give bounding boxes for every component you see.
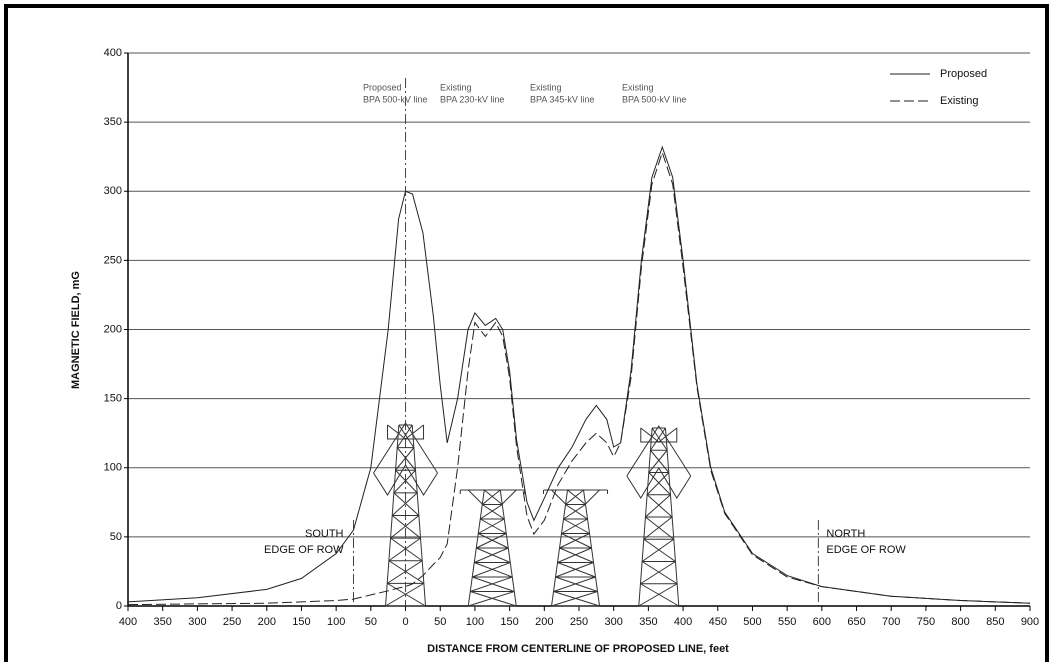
y-tick-label: 400 — [104, 47, 122, 59]
x-tick-label: 350 — [639, 616, 657, 628]
x-tick-label: 300 — [605, 616, 623, 628]
legend-label: Proposed — [940, 68, 987, 80]
row-edge-label: EDGE OF ROW — [826, 544, 906, 556]
row-edge-label: SOUTH — [305, 528, 344, 540]
x-tick-label: 900 — [1021, 616, 1039, 628]
x-tick-label: 50 — [434, 616, 446, 628]
page: DISTANCE FROM CENTERLINE OF PROPOSED LIN… — [0, 0, 1052, 662]
tower-label: BPA 500-kV line — [363, 94, 427, 104]
x-axis-label: DISTANCE FROM CENTERLINE OF PROPOSED LIN… — [427, 643, 729, 655]
x-tick-label: 100 — [466, 616, 484, 628]
x-tick-label: 100 — [327, 616, 345, 628]
tower-label: Existing — [530, 82, 562, 92]
tower-label: Existing — [440, 82, 472, 92]
x-tick-label: 400 — [119, 616, 137, 628]
x-tick-label: 850 — [986, 616, 1004, 628]
tower-label: BPA 345-kV line — [530, 94, 594, 104]
x-tick-label: 250 — [223, 616, 241, 628]
x-tick-label: 50 — [365, 616, 377, 628]
tower-label: Existing — [622, 82, 654, 92]
tower-label: Proposed — [363, 82, 402, 92]
x-tick-label: 600 — [813, 616, 831, 628]
x-tick-label: 550 — [778, 616, 796, 628]
background — [0, 0, 1052, 662]
y-tick-label: 300 — [104, 185, 122, 197]
y-tick-label: 0 — [116, 600, 122, 612]
y-tick-label: 50 — [110, 531, 122, 543]
x-tick-label: 200 — [258, 616, 276, 628]
y-axis-label: MAGNETIC FIELD, mG — [70, 271, 82, 389]
row-edge-label: NORTH — [826, 528, 865, 540]
x-tick-label: 150 — [292, 616, 310, 628]
legend-label: Existing — [940, 95, 979, 107]
x-tick-label: 200 — [535, 616, 553, 628]
y-tick-label: 200 — [104, 323, 122, 335]
y-tick-label: 250 — [104, 254, 122, 266]
x-tick-label: 650 — [847, 616, 865, 628]
row-edge-label: EDGE OF ROW — [264, 544, 344, 556]
y-tick-label: 100 — [104, 462, 122, 474]
x-tick-label: 150 — [500, 616, 518, 628]
chart: DISTANCE FROM CENTERLINE OF PROPOSED LIN… — [0, 0, 1052, 662]
x-tick-label: 500 — [743, 616, 761, 628]
x-tick-label: 450 — [709, 616, 727, 628]
y-tick-label: 150 — [104, 393, 122, 405]
x-tick-label: 400 — [674, 616, 692, 628]
x-tick-label: 350 — [154, 616, 172, 628]
tower-label: BPA 500-kV line — [622, 94, 686, 104]
x-tick-label: 800 — [951, 616, 969, 628]
x-tick-label: 0 — [402, 616, 408, 628]
y-tick-label: 350 — [104, 116, 122, 128]
x-tick-label: 700 — [882, 616, 900, 628]
x-tick-label: 250 — [570, 616, 588, 628]
tower-label: BPA 230-kV line — [440, 94, 504, 104]
x-tick-label: 750 — [917, 616, 935, 628]
x-tick-label: 300 — [188, 616, 206, 628]
